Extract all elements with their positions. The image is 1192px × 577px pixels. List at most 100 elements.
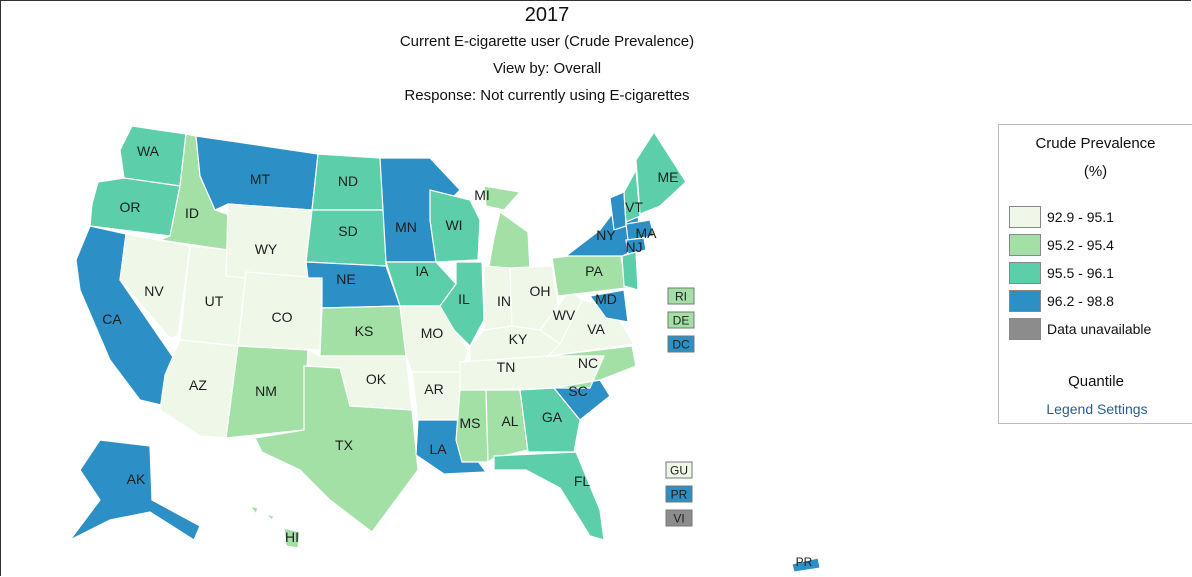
territory-box-label: PR <box>671 488 688 502</box>
state-label: IA <box>415 263 429 279</box>
territory-box-label: DC <box>672 338 690 352</box>
state-wv[interactable] <box>539 289 583 345</box>
legend-label: Data unavailable <box>1047 321 1152 337</box>
state-label: ND <box>338 173 358 189</box>
classification-mode: Quantile <box>1068 373 1124 390</box>
legend-panel: Crude Prevalence (%) 92.9 - 95.1 95.2 - 9… <box>998 124 1192 424</box>
legend-swatch <box>1009 206 1041 228</box>
state-label: AK <box>127 471 146 487</box>
state-nc[interactable] <box>547 345 637 389</box>
legend-item[interactable]: 96.2 - 98.8 <box>1009 287 1151 315</box>
state-label: MT <box>250 171 271 187</box>
territory-box-label: VI <box>673 512 684 526</box>
state-md[interactable] <box>588 289 629 323</box>
legend-label: 95.5 - 96.1 <box>1047 265 1114 281</box>
state-al[interactable] <box>485 389 529 464</box>
state-label: UT <box>205 293 224 309</box>
state-label: SD <box>338 223 357 239</box>
state-label: NE <box>336 271 355 287</box>
state-label: NV <box>144 283 164 299</box>
state-label: IN <box>497 293 511 309</box>
state-label: FL <box>574 473 591 489</box>
territory-label: PR <box>796 555 813 569</box>
state-label: OR <box>120 199 141 215</box>
legend-settings-link[interactable]: Legend Settings <box>1046 401 1148 417</box>
legend-items: 92.9 - 95.1 95.2 - 95.4 95.5 - 96.1 96.2 - … <box>1009 203 1151 343</box>
state-fl[interactable] <box>493 451 605 541</box>
indicator-subtitle: Current E-cigarette user (Crude Prevalen… <box>399 33 695 50</box>
legend-item[interactable]: 95.2 - 95.4 <box>1009 231 1151 259</box>
territory-box-label: DE <box>673 314 690 328</box>
legend-label: 92.9 - 95.1 <box>1047 209 1114 225</box>
territory-pr[interactable] <box>791 557 821 573</box>
territory-box-label: GU <box>670 464 688 478</box>
legend-swatch <box>1009 262 1041 284</box>
territory-box-label: RI <box>675 290 687 304</box>
state-label: MI <box>474 187 490 203</box>
state-ak[interactable] <box>69 439 201 541</box>
legend-item[interactable]: 95.5 - 96.1 <box>1009 259 1151 287</box>
state-me[interactable] <box>635 130 687 215</box>
state-label: MO <box>421 325 444 341</box>
territory-box-vi[interactable] <box>665 509 693 527</box>
state-label: MN <box>395 219 417 235</box>
state-label: KY <box>509 331 528 347</box>
state-label: KS <box>355 323 374 339</box>
response-label: Response: Not currently using E-cigarett… <box>404 87 690 104</box>
state-label: NJ <box>625 239 642 255</box>
territory-box-dc[interactable] <box>667 335 695 353</box>
state-label: SC <box>568 383 587 399</box>
state-tx[interactable] <box>254 365 419 533</box>
state-label: MD <box>595 291 617 307</box>
legend-label: 95.2 - 95.4 <box>1047 237 1114 253</box>
state-label: CO <box>272 309 293 325</box>
legend-item[interactable]: 92.9 - 95.1 <box>1009 203 1151 231</box>
legend-unit: (%) <box>1083 163 1108 180</box>
legend-swatch <box>1009 234 1041 256</box>
state-ct[interactable] <box>625 237 647 255</box>
state-label: VA <box>587 321 605 337</box>
state-label: PA <box>585 263 603 279</box>
state-label: AR <box>424 381 443 397</box>
state-label: WI <box>445 217 462 233</box>
map-titles: 2017 Current E-cigarette user (Crude Pre… <box>300 2 794 109</box>
territory-box-gu[interactable] <box>665 461 693 479</box>
state-label: CA <box>102 311 122 327</box>
legend-item[interactable]: Data unavailable <box>1009 315 1151 343</box>
territory-box-pr[interactable] <box>665 485 693 503</box>
state-label: ME <box>658 169 679 185</box>
legend-title: Crude Prevalence <box>1035 135 1156 152</box>
state-nv[interactable] <box>119 233 191 339</box>
state-label: ID <box>185 205 199 221</box>
state-label: NM <box>255 383 277 399</box>
state-label: IL <box>458 291 470 307</box>
state-label: WV <box>553 307 576 323</box>
us-choropleth-map: WA OR CA ID NV UT AZ MT WY CO NM ND SD NE KS OK TX MN IA MO… <box>69 125 821 573</box>
state-label: MA <box>636 225 658 241</box>
state-label: OH <box>530 283 551 299</box>
state-label: LA <box>429 441 447 457</box>
state-label: OK <box>366 371 387 387</box>
territory-box-ri[interactable] <box>667 287 695 305</box>
legend-swatch <box>1009 290 1041 312</box>
state-ga[interactable] <box>519 387 581 453</box>
state-label: GA <box>542 409 563 425</box>
legend-swatch <box>1009 318 1041 340</box>
state-label: TN <box>497 359 516 375</box>
state-label: AL <box>501 413 518 429</box>
state-nh[interactable] <box>623 167 641 223</box>
state-shapes <box>69 125 821 573</box>
state-wi[interactable] <box>429 189 481 263</box>
state-hi[interactable] <box>248 505 301 549</box>
state-nj[interactable] <box>621 251 639 291</box>
state-mi[interactable] <box>483 185 531 273</box>
state-label: VT <box>625 199 643 215</box>
state-label: WA <box>137 143 160 159</box>
state-il[interactable] <box>439 261 485 347</box>
state-ms[interactable] <box>455 389 489 463</box>
map-year-title: 2017 <box>524 4 570 26</box>
territory-box-de[interactable] <box>667 311 695 329</box>
state-label: HI <box>285 529 299 545</box>
state-ma[interactable] <box>625 219 655 241</box>
